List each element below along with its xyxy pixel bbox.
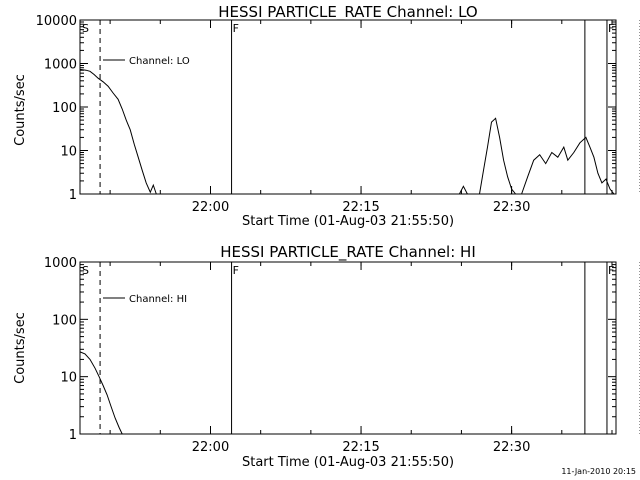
lo-plot-area: 11010010001000022:0022:1522:3022:4523:00… (36, 14, 640, 215)
x-tick-label: 22:15 (342, 440, 379, 455)
event-marker-label: F (233, 264, 239, 277)
hi-legend-label: Channel: HI (129, 294, 187, 305)
hi-x-axis-label: Start Time (01-Aug-03 21:55:50) (242, 455, 454, 470)
lo-x-axis-label: Start Time (01-Aug-03 21:55:50) (242, 214, 454, 229)
event-marker-label: S (82, 264, 89, 277)
y-tick-label: 1 (69, 428, 77, 443)
y-tick-label: 10 (60, 371, 77, 386)
y-tick-label: 10 (60, 145, 77, 160)
y-tick-label: 1 (69, 188, 77, 203)
x-tick-label: 22:00 (192, 200, 229, 215)
hi-chart-title: HESSI PARTICLE_RATE Channel: HI (220, 243, 476, 262)
series-line-segment (521, 136, 615, 195)
footer-timestamp: 11-Jan-2010 20:15 (561, 467, 636, 476)
event-marker-label: F (608, 264, 614, 277)
event-marker-label: F (233, 22, 239, 35)
panel-lo: HESSI PARTICLE_RATE Channel: LO Start Ti… (13, 3, 640, 229)
y-tick-label: 10000 (36, 14, 77, 29)
series-line-segment (458, 185, 468, 195)
x-tick-label: 22:15 (342, 200, 379, 215)
event-marker-label: S (82, 22, 89, 35)
event-marker-label: F (608, 22, 614, 35)
x-tick-label: 22:30 (493, 200, 530, 215)
plot-frame (79, 261, 617, 435)
y-tick-label: 1000 (44, 58, 77, 73)
hi-plot-area: 110100100022:0022:1522:3022:4523:0023:15… (44, 256, 640, 455)
lo-legend-label: Channel: LO (129, 56, 190, 67)
lo-y-axis-label: Counts/sec (13, 74, 28, 146)
x-tick-label: 22:30 (493, 440, 530, 455)
x-tick-label: 22:00 (192, 440, 229, 455)
series-line-segment (479, 117, 516, 195)
lo-chart-title: HESSI PARTICLE_RATE Channel: LO (218, 3, 477, 22)
plot-frame (79, 19, 617, 195)
hi-legend: Channel: HI (103, 294, 187, 305)
lo-legend: Channel: LO (103, 56, 190, 67)
series-line-segment (79, 68, 157, 195)
y-tick-label: 100 (52, 101, 77, 116)
panel-hi: HESSI PARTICLE_RATE Channel: HI Start Ti… (13, 243, 640, 470)
hi-y-axis-label: Counts/sec (13, 312, 28, 384)
y-tick-label: 1000 (44, 256, 77, 271)
y-tick-label: 100 (52, 313, 77, 328)
series-line-segment (79, 351, 123, 435)
